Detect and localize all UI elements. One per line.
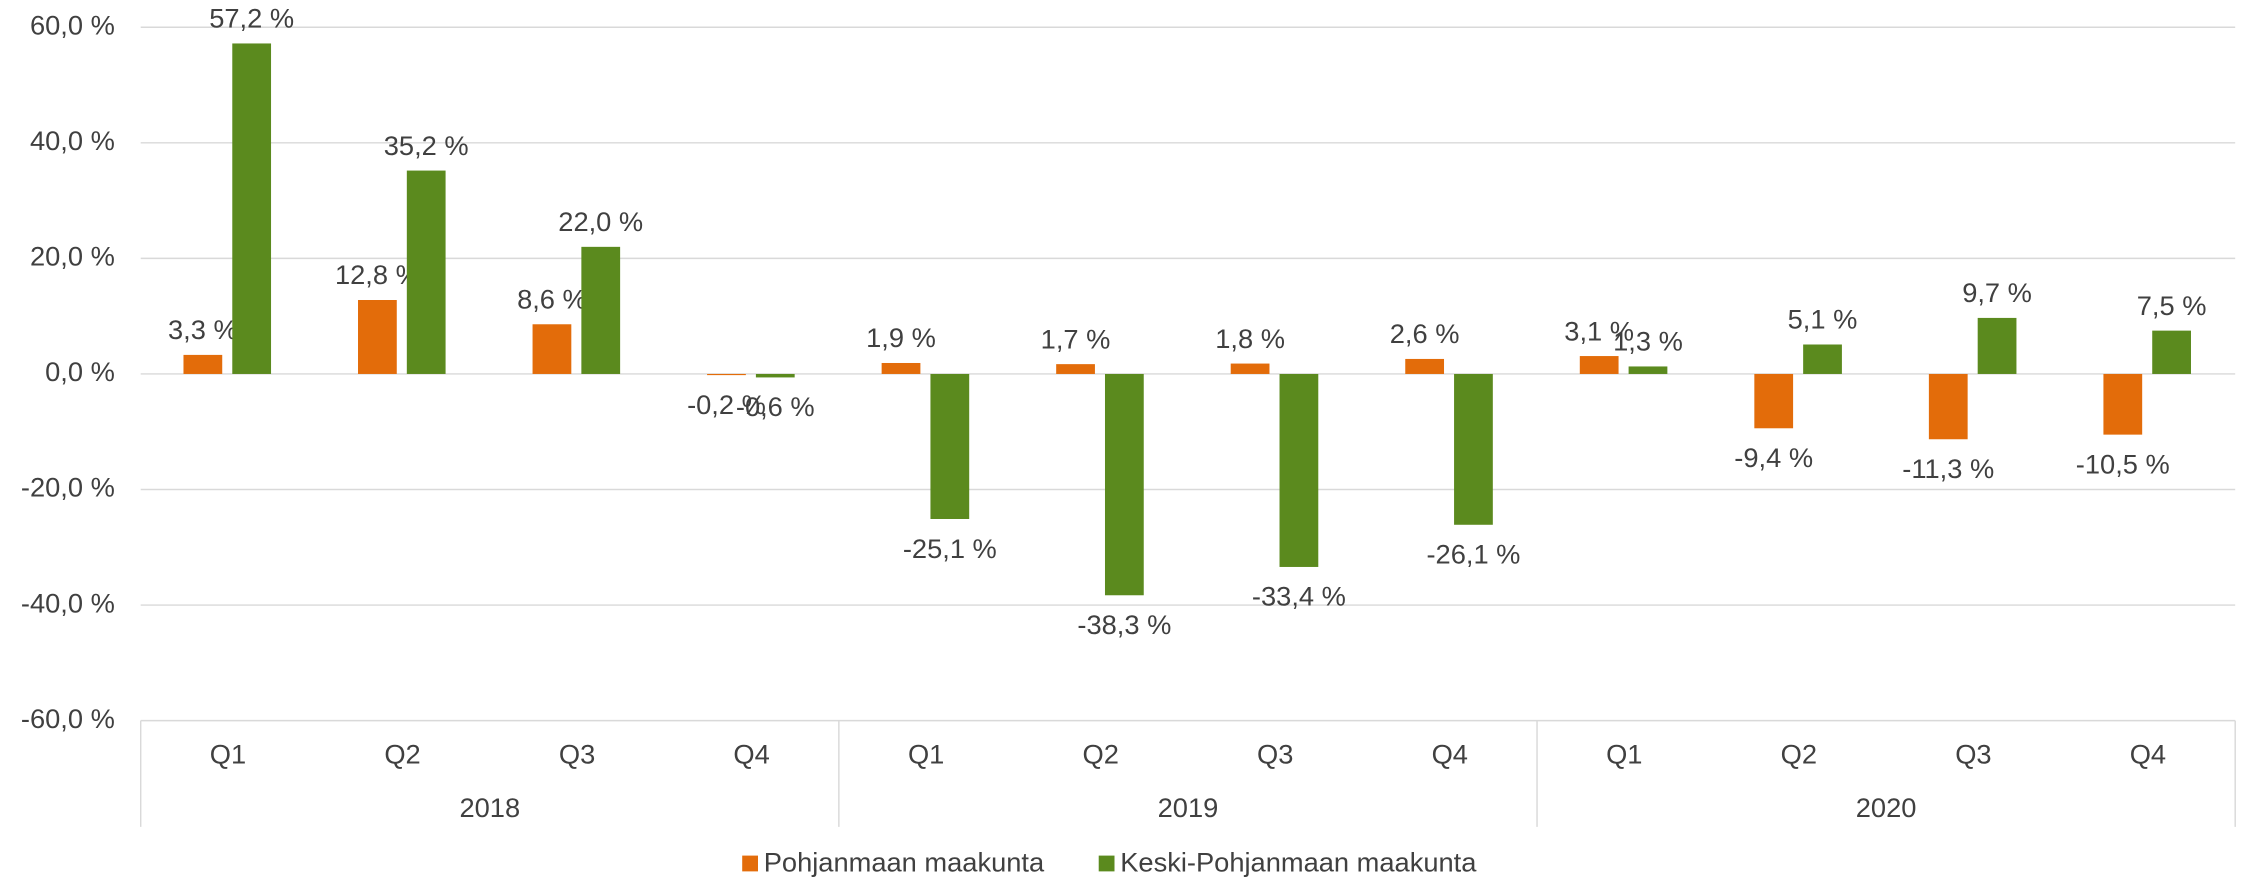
y-tick-label: -40,0 %: [21, 587, 115, 618]
data-label: -0,2 %: [687, 389, 766, 420]
x-tick-label: Q1: [908, 739, 944, 770]
group-label: 2020: [1856, 792, 1917, 823]
x-tick-label: Q4: [733, 739, 769, 770]
x-tick-label: Q2: [384, 739, 420, 770]
data-label: -38,3 %: [1077, 609, 1171, 640]
bar: [1454, 373, 1493, 525]
bar: [930, 373, 970, 519]
bar: [1230, 363, 1270, 374]
data-label: -26,1 %: [1426, 539, 1520, 570]
bar: [707, 373, 746, 376]
bar: [755, 373, 795, 378]
bar: [1928, 373, 1968, 440]
data-label: -9,4 %: [1734, 442, 1813, 473]
x-tick-label: Q2: [1781, 739, 1817, 770]
data-label: 1,7 %: [1041, 323, 1111, 354]
data-label: 2,6 %: [1390, 318, 1460, 349]
data-label: -11,3 %: [1902, 453, 1994, 484]
data-label: 9,7 %: [1962, 277, 2032, 308]
legend-label: Keski-Pohjanmaan maakunta: [1120, 846, 1477, 877]
data-label: 1,3 %: [1613, 326, 1683, 357]
data-label: 1,8 %: [1215, 323, 1285, 354]
data-label: 5,1 %: [1788, 304, 1858, 335]
x-tick-label: Q2: [1082, 739, 1118, 770]
data-label: 7,5 %: [2137, 290, 2207, 321]
group-label: 2019: [1158, 792, 1219, 823]
x-tick-label: Q3: [559, 739, 595, 770]
data-label: 1,9 %: [866, 322, 936, 353]
y-tick-label: -20,0 %: [21, 472, 115, 503]
data-label: 35,2 %: [384, 130, 469, 161]
data-label: 3,3 %: [168, 314, 238, 345]
bar: [2152, 330, 2191, 374]
bar: [881, 362, 921, 374]
x-tick-label: Q1: [1606, 739, 1642, 770]
bar: [1056, 364, 1095, 374]
bar: [1405, 358, 1445, 374]
data-label: -25,1 %: [903, 533, 997, 564]
bar: [1628, 366, 1668, 374]
bar: [183, 354, 223, 374]
legend-swatch: [742, 855, 758, 872]
bar: [1803, 344, 1842, 374]
x-tick-label: Q3: [1257, 739, 1293, 770]
x-tick-label: Q3: [1955, 739, 1991, 770]
data-label: 12,8 %: [335, 259, 420, 290]
bar: [1579, 356, 1619, 374]
bar: [581, 246, 621, 374]
bar: [1279, 373, 1319, 567]
bar: [232, 43, 272, 374]
legend-label: Pohjanmaan maakunta: [764, 846, 1045, 877]
bar: [358, 300, 397, 374]
x-tick-label: Q4: [2130, 739, 2166, 770]
y-tick-label: 40,0 %: [30, 125, 115, 156]
data-label: 8,6 %: [517, 284, 587, 315]
data-label: -10,5 %: [2076, 448, 2170, 479]
bar: [406, 170, 446, 374]
y-tick-label: 60,0 %: [30, 9, 115, 40]
y-tick-label: 0,0 %: [45, 356, 115, 387]
x-tick-label: Q1: [210, 739, 246, 770]
y-tick-label: -60,0 %: [21, 703, 115, 734]
data-label: -0,6 %: [736, 391, 815, 422]
bar: [532, 324, 572, 374]
bar: [1754, 373, 1794, 429]
legend-swatch: [1098, 855, 1115, 872]
bar: [1104, 373, 1144, 596]
y-tick-label: 20,0 %: [30, 241, 115, 272]
data-label: 3,1 %: [1564, 315, 1634, 346]
x-tick-label: Q4: [1432, 739, 1468, 770]
group-label: 2018: [459, 792, 520, 823]
data-label: -33,4 %: [1252, 581, 1346, 612]
bar: [1977, 317, 2017, 374]
data-label: 22,0 %: [558, 206, 643, 237]
bar: [2103, 373, 2143, 435]
data-label: 57,2 %: [209, 3, 294, 34]
